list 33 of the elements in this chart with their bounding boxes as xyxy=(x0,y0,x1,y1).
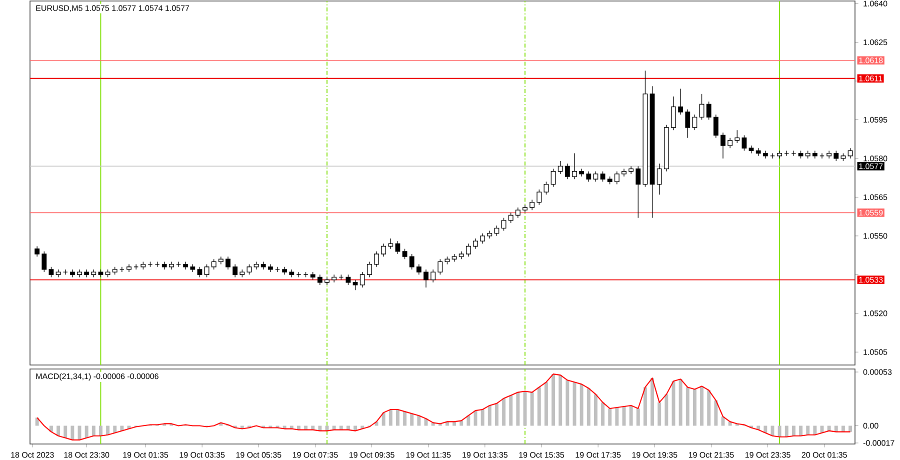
x-tick-label: 18 Oct 2023 xyxy=(11,452,54,458)
x-tick-label: 19 Oct 15:35 xyxy=(519,452,564,458)
y-tick-label: 1.0580 xyxy=(864,156,888,162)
x-tick-label: 19 Oct 09:35 xyxy=(349,452,394,458)
ref-line-label: 1.0559 xyxy=(859,210,883,216)
y-tick-label: 1.0520 xyxy=(864,310,888,316)
x-tick-label: 19 Oct 21:35 xyxy=(688,452,734,458)
x-tick-label: 19 Oct 19:35 xyxy=(632,452,678,458)
x-tick-label: 19 Oct 17:35 xyxy=(576,452,621,458)
y-tick-label: 0.00 xyxy=(863,422,878,429)
x-tick-label: 19 Oct 23:35 xyxy=(745,452,790,458)
x-tick-label: 19 Oct 07:35 xyxy=(292,452,338,458)
chart-title: MACD(21,34,1) -0.00006 -0.00006 xyxy=(36,373,158,381)
y-tick-label: -0.00017 xyxy=(863,440,894,446)
y-tick-label: 1.0625 xyxy=(864,39,888,46)
x-tick-label: 18 Oct 23:30 xyxy=(64,452,110,458)
ref-line-label: 1.0618 xyxy=(859,58,883,64)
x-tick-label: 20 Oct 01:35 xyxy=(802,452,847,458)
x-tick-label: 19 Oct 13:35 xyxy=(462,452,508,458)
chart-title: EURUSD,M5 1.0575 1.0577 1.0574 1.0577 xyxy=(36,5,190,12)
x-tick-label: 19 Oct 11:35 xyxy=(406,452,451,458)
ref-line-label: 1.0611 xyxy=(859,76,882,82)
ref-line-label: 1.0533 xyxy=(859,276,883,283)
ref-line-label: 1.0577 xyxy=(859,163,883,170)
y-tick-label: 1.0640 xyxy=(864,0,888,6)
x-tick-label: 19 Oct 01:35 xyxy=(123,452,168,458)
y-tick-label: 1.0595 xyxy=(864,116,888,123)
y-tick-label: 0.00053 xyxy=(863,369,892,375)
y-tick-label: 1.0565 xyxy=(864,194,888,200)
y-tick-label: 1.0505 xyxy=(864,349,888,355)
x-tick-label: 19 Oct 03:35 xyxy=(180,452,225,458)
y-tick-label: 1.0550 xyxy=(864,233,888,239)
x-tick-label: 19 Oct 05:35 xyxy=(236,452,282,458)
